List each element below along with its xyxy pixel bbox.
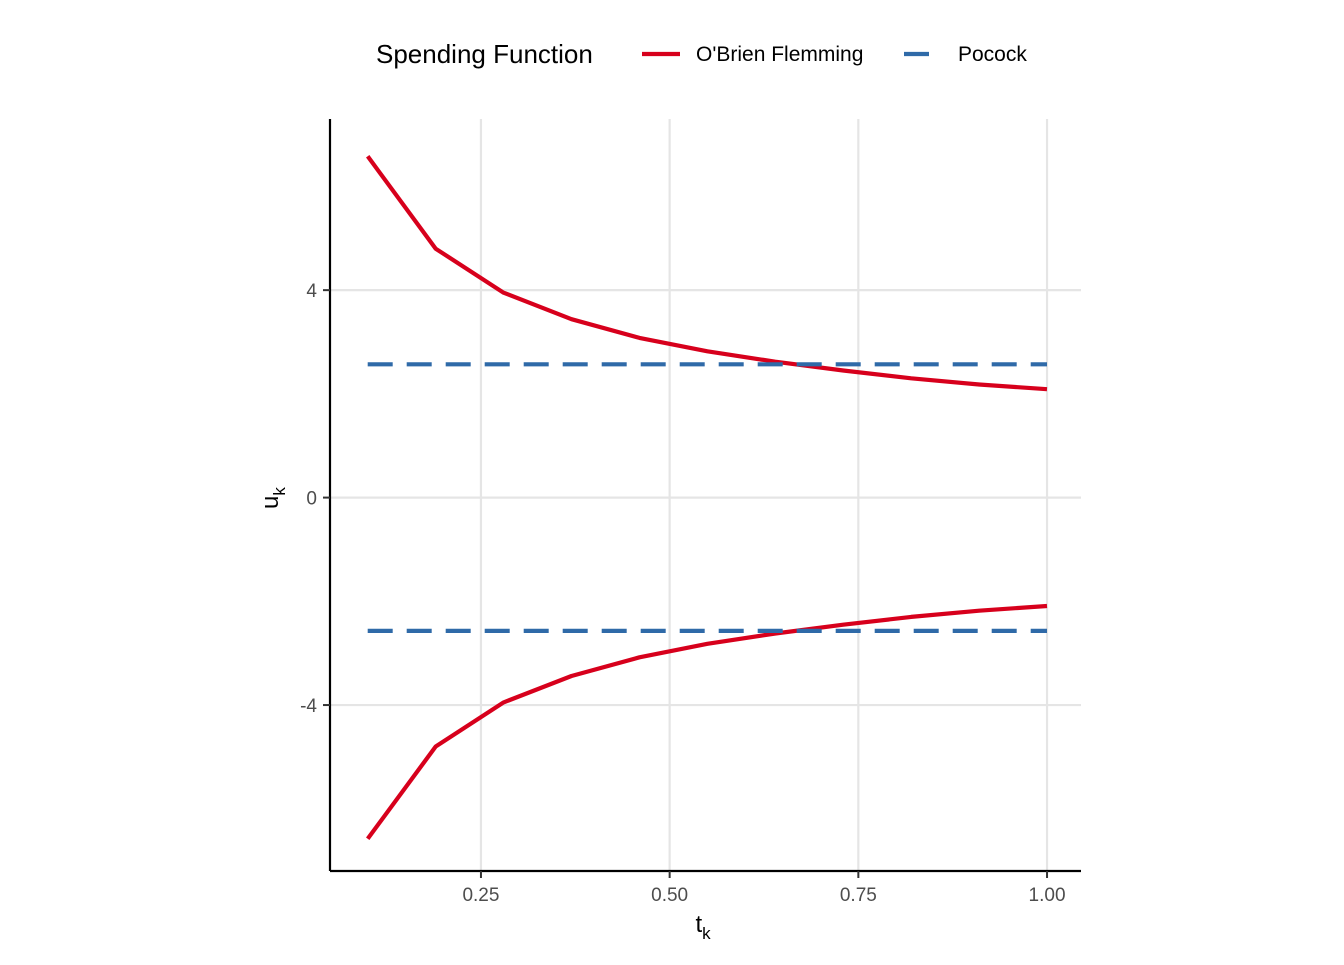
x-tick-label-0-50: 0.50 bbox=[651, 885, 688, 906]
y-tick-label-0: 0 bbox=[306, 489, 317, 510]
x-axis-title: tk bbox=[696, 911, 712, 943]
y-axis-title-main: u bbox=[257, 496, 284, 509]
x-tick-label-0-75: 0.75 bbox=[840, 885, 877, 906]
series-line-o-brien-flemming-lower bbox=[366, 603, 1048, 841]
x-tick-label-0-25: 0.25 bbox=[462, 885, 499, 906]
legend-label-pocock: Pocock bbox=[958, 43, 1027, 66]
x-axis-title-subscript: k bbox=[702, 924, 711, 943]
y-tick-label-4: -4 bbox=[300, 696, 317, 717]
series-layer bbox=[366, 155, 1048, 841]
y-tick-label-4: 4 bbox=[306, 281, 317, 302]
series-line-o-brien-flemming-upper bbox=[366, 155, 1048, 392]
grid-layer bbox=[330, 119, 1081, 871]
y-axis-title-subscript: k bbox=[270, 487, 289, 496]
legend-label-obrien-flemming: O'Brien Flemming bbox=[696, 43, 863, 66]
x-axis-title-main: t bbox=[696, 911, 703, 938]
legend: Spending Function O'Brien Flemming Pococ… bbox=[376, 39, 1027, 69]
y-axis-title: uk bbox=[257, 487, 289, 509]
axis-layer: 0.25 0.50 0.75 1.00 -4 0 4 bbox=[300, 119, 1081, 906]
x-tick-label-1-00: 1.00 bbox=[1029, 885, 1066, 906]
legend-title: Spending Function bbox=[376, 39, 593, 69]
